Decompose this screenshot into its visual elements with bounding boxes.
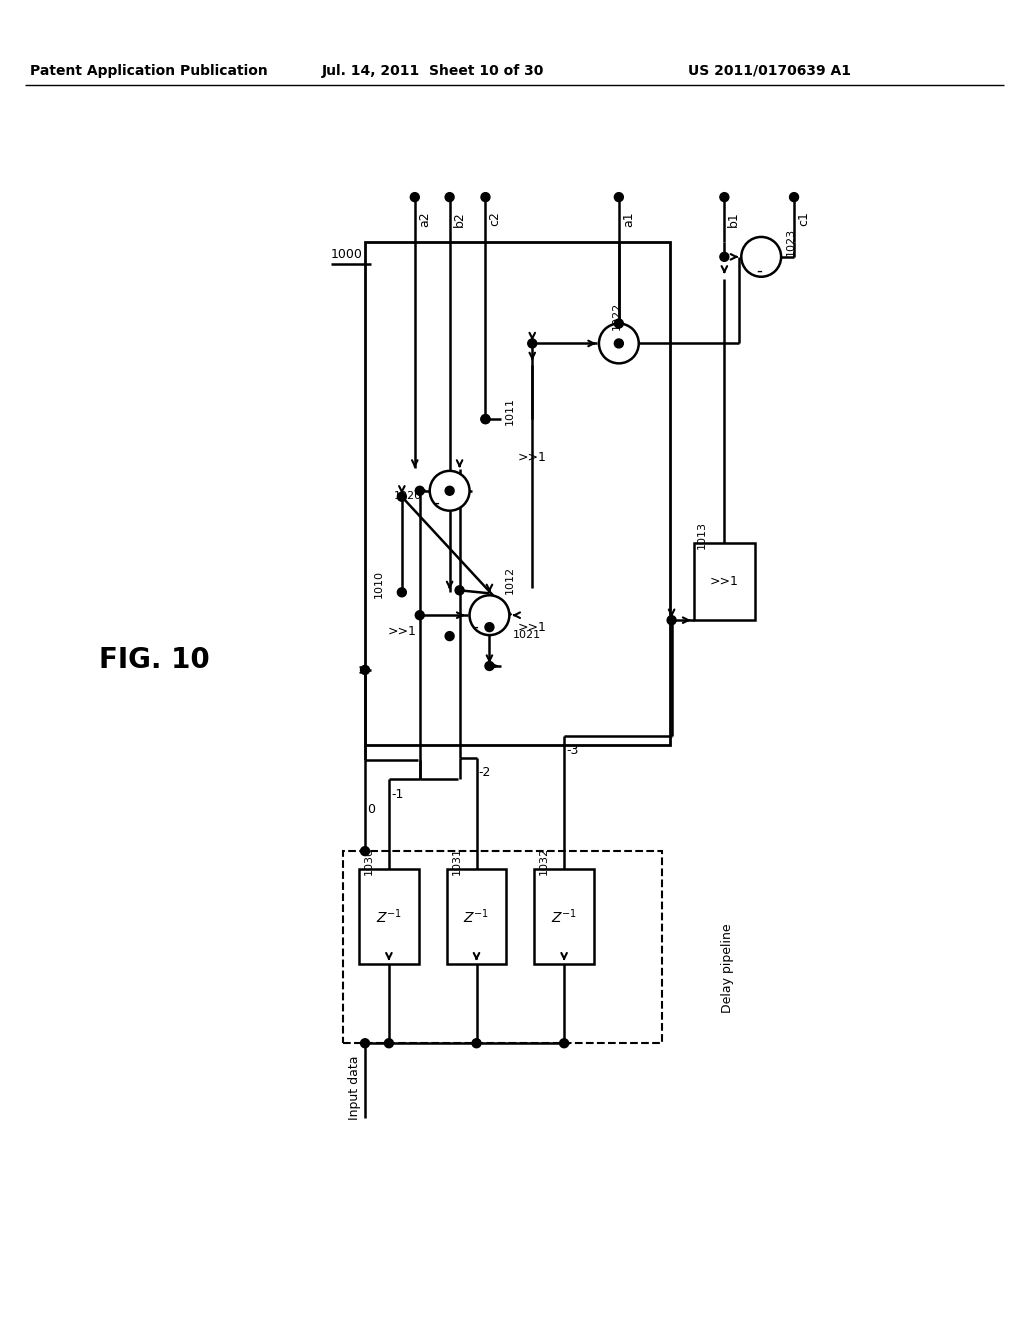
Circle shape [614, 339, 624, 348]
Circle shape [560, 1039, 568, 1048]
Text: 1010: 1010 [374, 570, 384, 598]
Circle shape [667, 615, 676, 624]
Circle shape [445, 486, 454, 495]
Bar [502, 420, 563, 496]
Text: a2: a2 [418, 211, 431, 227]
Circle shape [614, 193, 624, 202]
Text: >>1: >>1 [518, 620, 547, 634]
Text: $Z^{-1}$: $Z^{-1}$ [376, 907, 402, 925]
Bar [365, 242, 670, 744]
Text: 1031: 1031 [452, 847, 462, 875]
Circle shape [416, 611, 424, 619]
Text: -: - [433, 494, 438, 512]
Text: FIG. 10: FIG. 10 [98, 645, 209, 675]
Circle shape [720, 193, 729, 202]
Circle shape [455, 586, 464, 595]
Text: 0: 0 [367, 803, 375, 816]
Text: $Z^{-1}$: $Z^{-1}$ [464, 907, 489, 925]
Text: >>1: >>1 [387, 624, 417, 638]
Text: c2: c2 [488, 211, 502, 227]
Circle shape [485, 661, 494, 671]
Text: 1012: 1012 [505, 566, 514, 594]
Text: Input data: Input data [348, 1056, 361, 1121]
Circle shape [720, 252, 729, 261]
Text: >>1: >>1 [518, 451, 547, 465]
Text: $Z^{-1}$: $Z^{-1}$ [551, 907, 578, 925]
Text: US 2011/0170639 A1: US 2011/0170639 A1 [688, 63, 851, 78]
Bar [371, 593, 433, 671]
Circle shape [470, 595, 509, 635]
Text: 1020: 1020 [393, 491, 422, 500]
Bar [535, 869, 594, 964]
Bar [343, 851, 662, 1043]
Text: c1: c1 [797, 211, 810, 227]
Circle shape [527, 339, 537, 348]
Text: Jul. 14, 2011  Sheet 10 of 30: Jul. 14, 2011 Sheet 10 of 30 [322, 63, 544, 78]
Text: -: - [472, 618, 478, 636]
Text: >>1: >>1 [710, 574, 738, 587]
Bar [502, 589, 563, 667]
Circle shape [599, 323, 639, 363]
Circle shape [481, 193, 489, 202]
Circle shape [416, 486, 424, 495]
Text: Delay pipeline: Delay pipeline [721, 924, 734, 1014]
Circle shape [360, 1039, 370, 1048]
Circle shape [397, 492, 407, 502]
Circle shape [445, 632, 454, 640]
Text: a1: a1 [622, 211, 635, 227]
Circle shape [741, 236, 781, 277]
Text: 1000: 1000 [331, 248, 364, 261]
Circle shape [360, 665, 370, 675]
Text: Patent Application Publication: Patent Application Publication [30, 63, 268, 78]
Text: -2: -2 [478, 766, 490, 779]
Text: -1: -1 [391, 788, 403, 801]
Circle shape [790, 193, 799, 202]
Text: -3: -3 [566, 744, 579, 758]
Circle shape [397, 587, 407, 597]
Circle shape [445, 193, 454, 202]
Text: 1013: 1013 [696, 520, 707, 549]
Circle shape [430, 471, 470, 511]
Circle shape [411, 193, 419, 202]
Bar [446, 869, 507, 964]
Text: 1030: 1030 [364, 847, 374, 875]
Circle shape [481, 414, 489, 424]
Text: 1021: 1021 [512, 630, 541, 640]
Text: 1022: 1022 [612, 301, 622, 330]
Circle shape [384, 1039, 393, 1048]
Text: b1: b1 [727, 211, 740, 227]
Text: 1032: 1032 [540, 847, 549, 875]
Circle shape [472, 1039, 481, 1048]
Text: -: - [757, 261, 762, 280]
Circle shape [481, 414, 489, 424]
Text: 1023: 1023 [786, 228, 796, 256]
Bar [359, 869, 419, 964]
Text: b2: b2 [453, 211, 466, 227]
Circle shape [360, 846, 370, 855]
Bar [693, 543, 756, 620]
Circle shape [485, 623, 494, 632]
Text: 1011: 1011 [505, 397, 514, 425]
Circle shape [614, 319, 624, 327]
